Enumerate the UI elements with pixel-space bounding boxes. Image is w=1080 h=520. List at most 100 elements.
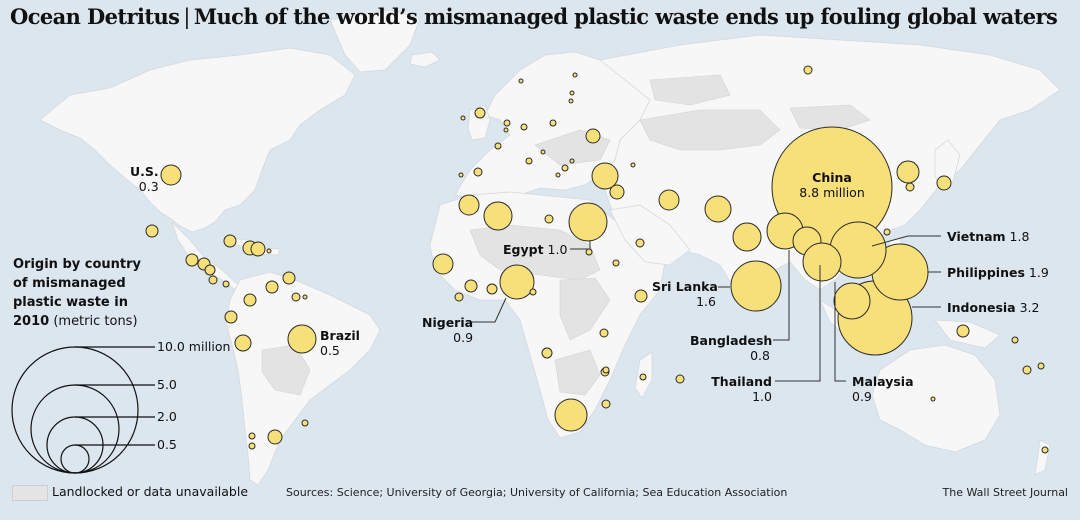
- label-egypt-name: Egypt: [503, 242, 544, 257]
- bubble-japan: [936, 175, 952, 191]
- bubble-estonia: [569, 90, 575, 96]
- label-malaysia-value: 0.9: [852, 389, 872, 404]
- bubble-cote-ivoire: [454, 292, 464, 302]
- bubble-solomon: [1011, 336, 1019, 344]
- label-srilanka: Sri Lanka 1.6: [652, 279, 718, 309]
- bubble-nicaragua: [204, 264, 216, 276]
- bubble-south-africa: [554, 398, 588, 432]
- bubble-cameroon: [529, 288, 537, 296]
- bubble-sudan: [585, 248, 593, 256]
- landlocked-label: Landlocked or data unavailable: [52, 484, 249, 499]
- bubble-guyana: [291, 292, 301, 302]
- label-srilanka-name: Sri Lanka: [652, 279, 718, 294]
- bubble-srilanka: [730, 260, 782, 312]
- bubble-colombia: [243, 293, 257, 307]
- label-brazil-name: Brazil: [320, 328, 360, 343]
- leader-egypt: [570, 241, 591, 250]
- bubble-mexico: [145, 224, 159, 238]
- bubble-dominican-rep: [250, 241, 266, 257]
- bubble-mozambique: [602, 366, 610, 374]
- landlocked-regions: [261, 74, 871, 396]
- label-vietnam-name: Vietnam: [947, 229, 1006, 244]
- legend-value-5m: 5.0: [157, 377, 177, 392]
- legend-title-line1: Origin by country: [13, 257, 142, 272]
- bubble-korea-n: [896, 160, 920, 184]
- bubble-saudi: [635, 238, 645, 248]
- iceland: [409, 51, 441, 68]
- north-america: [39, 47, 356, 233]
- label-vietnam-value: 1.8: [1009, 229, 1030, 244]
- legend-value-05m: 0.5: [157, 437, 177, 452]
- label-egypt: Egypt 1.0: [503, 242, 567, 257]
- bubble-belgium: [503, 127, 509, 133]
- bubble-georgia: [630, 162, 636, 168]
- bubble-latvia: [568, 98, 574, 104]
- bubble-fiji: [1022, 365, 1032, 375]
- bubble-madagascar: [639, 373, 647, 381]
- russia-east-landlocked: [649, 74, 731, 106]
- title-separator: |: [183, 5, 190, 29]
- label-egypt-value: 1.0: [547, 242, 568, 257]
- arabian-peninsula: [609, 204, 691, 266]
- label-indonesia-name: Indonesia: [947, 300, 1016, 315]
- bubble-spain: [473, 167, 483, 177]
- label-brazil: Brazil 0.5: [320, 328, 360, 358]
- bubble-senegal: [432, 253, 454, 275]
- bubble-peru: [234, 334, 252, 352]
- bubble-italy: [525, 157, 533, 165]
- bubble-taiwan: [883, 228, 891, 236]
- bubble-mozambique-2: [601, 399, 611, 409]
- bubble-ghana: [464, 279, 478, 293]
- bubble-russia: [803, 65, 813, 75]
- waste-bubbles: [145, 65, 1049, 454]
- bubble-angola: [541, 347, 553, 359]
- bubble-kenya: [599, 328, 609, 338]
- bubble-australia: [930, 396, 936, 402]
- label-thailand-value: 1.0: [752, 389, 772, 404]
- bubble-ireland: [460, 115, 466, 121]
- label-philippines-name: Philippines: [947, 265, 1025, 280]
- southern-africa-landlocked: [554, 349, 601, 396]
- legend-title: Origin by country of mismanaged plastic …: [13, 255, 173, 331]
- bubble-bulgaria: [569, 158, 575, 164]
- bubble-mauritius: [675, 374, 685, 384]
- leader-malaysia: [834, 282, 846, 382]
- label-china-name: China: [812, 170, 852, 185]
- label-bangladesh: Bangladesh 0.8: [690, 333, 772, 363]
- bubble-benin: [486, 283, 498, 295]
- label-bangladesh-value: 0.8: [750, 348, 770, 363]
- label-us-value: 0.3: [138, 179, 159, 194]
- credit: The Wall Street Journal: [942, 486, 1068, 499]
- greenland: [329, 9, 421, 73]
- bubble-croatia: [540, 149, 546, 155]
- label-philippines-value: 1.9: [1028, 265, 1049, 280]
- bubble-guatemala: [185, 253, 199, 267]
- bubble-norway: [518, 78, 524, 84]
- bubble-albania: [555, 172, 561, 178]
- bubble-iran: [658, 189, 680, 211]
- legend-title-unit: (metric tons): [53, 314, 138, 329]
- label-nigeria-value: 0.9: [453, 330, 474, 345]
- title-subtitle: Much of the world’s mismanaged plastic w…: [193, 4, 1058, 29]
- label-indonesia-value: 3.2: [1019, 300, 1040, 315]
- bubble-pakistan: [704, 195, 732, 223]
- bubble-korea-s: [905, 182, 915, 192]
- bubble-dom: [266, 248, 272, 254]
- bubble-poland: [549, 119, 557, 127]
- bubble-chile: [248, 442, 256, 450]
- bubble-ecuador: [224, 310, 238, 324]
- bubble-syria: [609, 184, 625, 200]
- label-brazil-value: 0.5: [320, 343, 340, 358]
- label-malaysia-name: Malaysia: [852, 374, 914, 389]
- bubble-cuba: [223, 234, 237, 248]
- label-vietnam: Vietnam 1.8: [947, 229, 1029, 244]
- leader-nigeria: [472, 297, 507, 323]
- bubble-venezuela: [265, 280, 279, 294]
- legend-value-2m: 2.0: [157, 409, 177, 424]
- bubble-india: [732, 222, 762, 252]
- bubble-uruguay: [301, 419, 309, 427]
- bubble-algeria: [483, 201, 513, 231]
- landlocked-swatch: [12, 485, 48, 501]
- bubble-malaysia-2: [833, 282, 871, 320]
